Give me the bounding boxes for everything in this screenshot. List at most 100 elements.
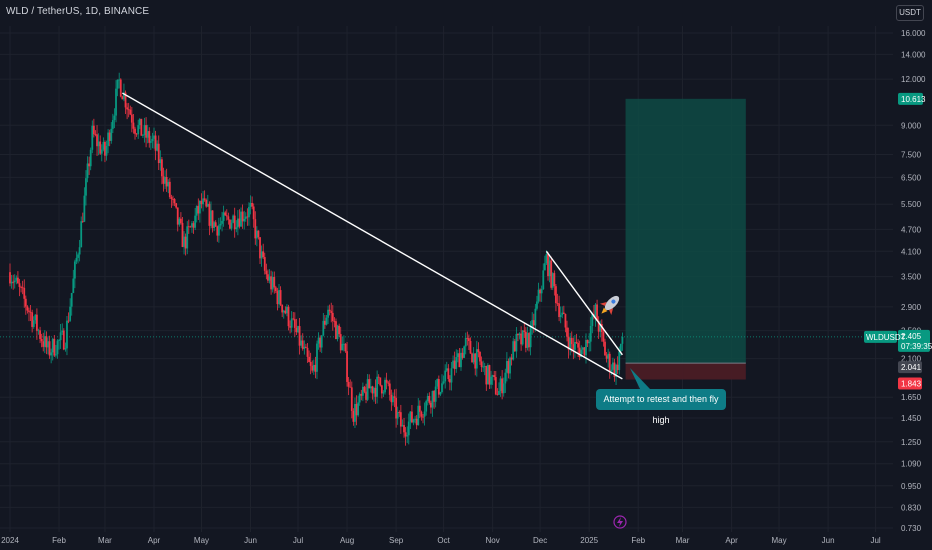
candle-body [39, 330, 41, 339]
price-tick-label: 14.000 [901, 50, 926, 59]
candle-body [86, 163, 89, 179]
price-tick-label: 6.500 [901, 173, 922, 182]
candle-body [282, 310, 285, 313]
candle-body [43, 336, 46, 347]
candle-body [18, 283, 21, 287]
candle-body [186, 226, 189, 249]
candle-body [167, 181, 170, 187]
candle-body [246, 216, 249, 218]
candle-body [100, 149, 103, 154]
price-tick-label: 2.100 [901, 355, 922, 364]
symbol-tag [864, 330, 897, 343]
candle-body [450, 368, 453, 383]
candle-body [531, 320, 534, 328]
candle-body [142, 135, 144, 136]
candle-body [48, 341, 51, 356]
entry-price-text: 2.041 [901, 363, 922, 372]
candle-body [414, 418, 416, 420]
candle-body [268, 276, 271, 281]
candle-body [523, 330, 526, 332]
candle-body [539, 289, 542, 294]
candle-body [605, 355, 608, 359]
candle-body [608, 353, 611, 371]
candle-body [165, 176, 168, 187]
candle-body [444, 370, 447, 382]
candle-body [618, 351, 621, 371]
candle-body [331, 312, 334, 321]
time-tick-label: 2024 [1, 536, 19, 545]
candle-body [349, 386, 352, 388]
candle-body [407, 421, 410, 436]
candle-body [526, 333, 529, 348]
candle-body [532, 320, 535, 326]
candle-body [12, 281, 15, 283]
candle-body [320, 335, 323, 348]
candle-body [134, 128, 136, 134]
candle-body [130, 114, 133, 123]
candle-body [151, 138, 154, 142]
lightning-icon[interactable] [613, 515, 627, 529]
entry-price-tag [898, 361, 922, 374]
candle-body [607, 353, 610, 359]
candle-body [338, 325, 341, 335]
candle-body [480, 361, 483, 368]
candle-body [347, 381, 350, 387]
price-tick-label: 16.000 [901, 29, 926, 38]
candle-body [89, 149, 92, 167]
candle-body [164, 176, 166, 184]
candle-body [31, 312, 34, 327]
candle-body [303, 346, 306, 349]
candle-body [104, 141, 106, 156]
trendlines[interactable] [122, 92, 623, 380]
candle-body [216, 226, 219, 236]
candle-body [229, 219, 231, 229]
stop-zone[interactable] [625, 363, 746, 380]
trendline[interactable] [122, 92, 623, 380]
candle-body [445, 368, 448, 371]
candle-body [314, 364, 317, 372]
candle-body [241, 211, 244, 222]
candle-body [312, 364, 315, 371]
candle-body [162, 176, 165, 184]
candle-body [439, 392, 442, 395]
candle-body [251, 202, 254, 207]
time-tick-label: May [194, 536, 209, 545]
candle-body [566, 327, 568, 337]
candle-body [47, 341, 49, 348]
candle-body [366, 379, 369, 400]
candle-body [67, 320, 70, 322]
candle-body [358, 393, 361, 403]
candle-body [415, 418, 418, 426]
time-tick-label: Jul [293, 536, 303, 545]
candle-body [382, 392, 385, 394]
candle-body [517, 333, 519, 336]
candle-body [270, 276, 272, 290]
candle-body [452, 360, 454, 369]
candle-body [395, 397, 398, 419]
candle-body [252, 206, 255, 220]
trendline[interactable] [545, 250, 623, 356]
candle-body [468, 338, 470, 341]
candle-body [153, 135, 155, 139]
candle-body [227, 216, 230, 220]
candle-body [284, 310, 287, 314]
candle-body [195, 205, 198, 216]
candle-body [221, 220, 223, 224]
candle-body [286, 306, 288, 314]
currency-button[interactable]: USDT [896, 5, 924, 21]
candle-body [225, 215, 228, 217]
target-zone[interactable] [625, 98, 746, 364]
candle-body [352, 410, 355, 422]
candle-body [311, 365, 314, 371]
candle-body [420, 411, 423, 417]
candle-body [491, 375, 494, 377]
time-axis[interactable]: 2024 Feb Mar Apr May Jun Jul Aug Sep Oct Nov Dec 202… [1, 536, 881, 545]
candle-body [192, 223, 195, 228]
candle-body [249, 202, 252, 207]
candle-body [97, 141, 100, 147]
candle-body [543, 263, 546, 271]
candle-body [409, 411, 412, 422]
candle-body [426, 395, 429, 402]
candle-body [418, 405, 421, 412]
